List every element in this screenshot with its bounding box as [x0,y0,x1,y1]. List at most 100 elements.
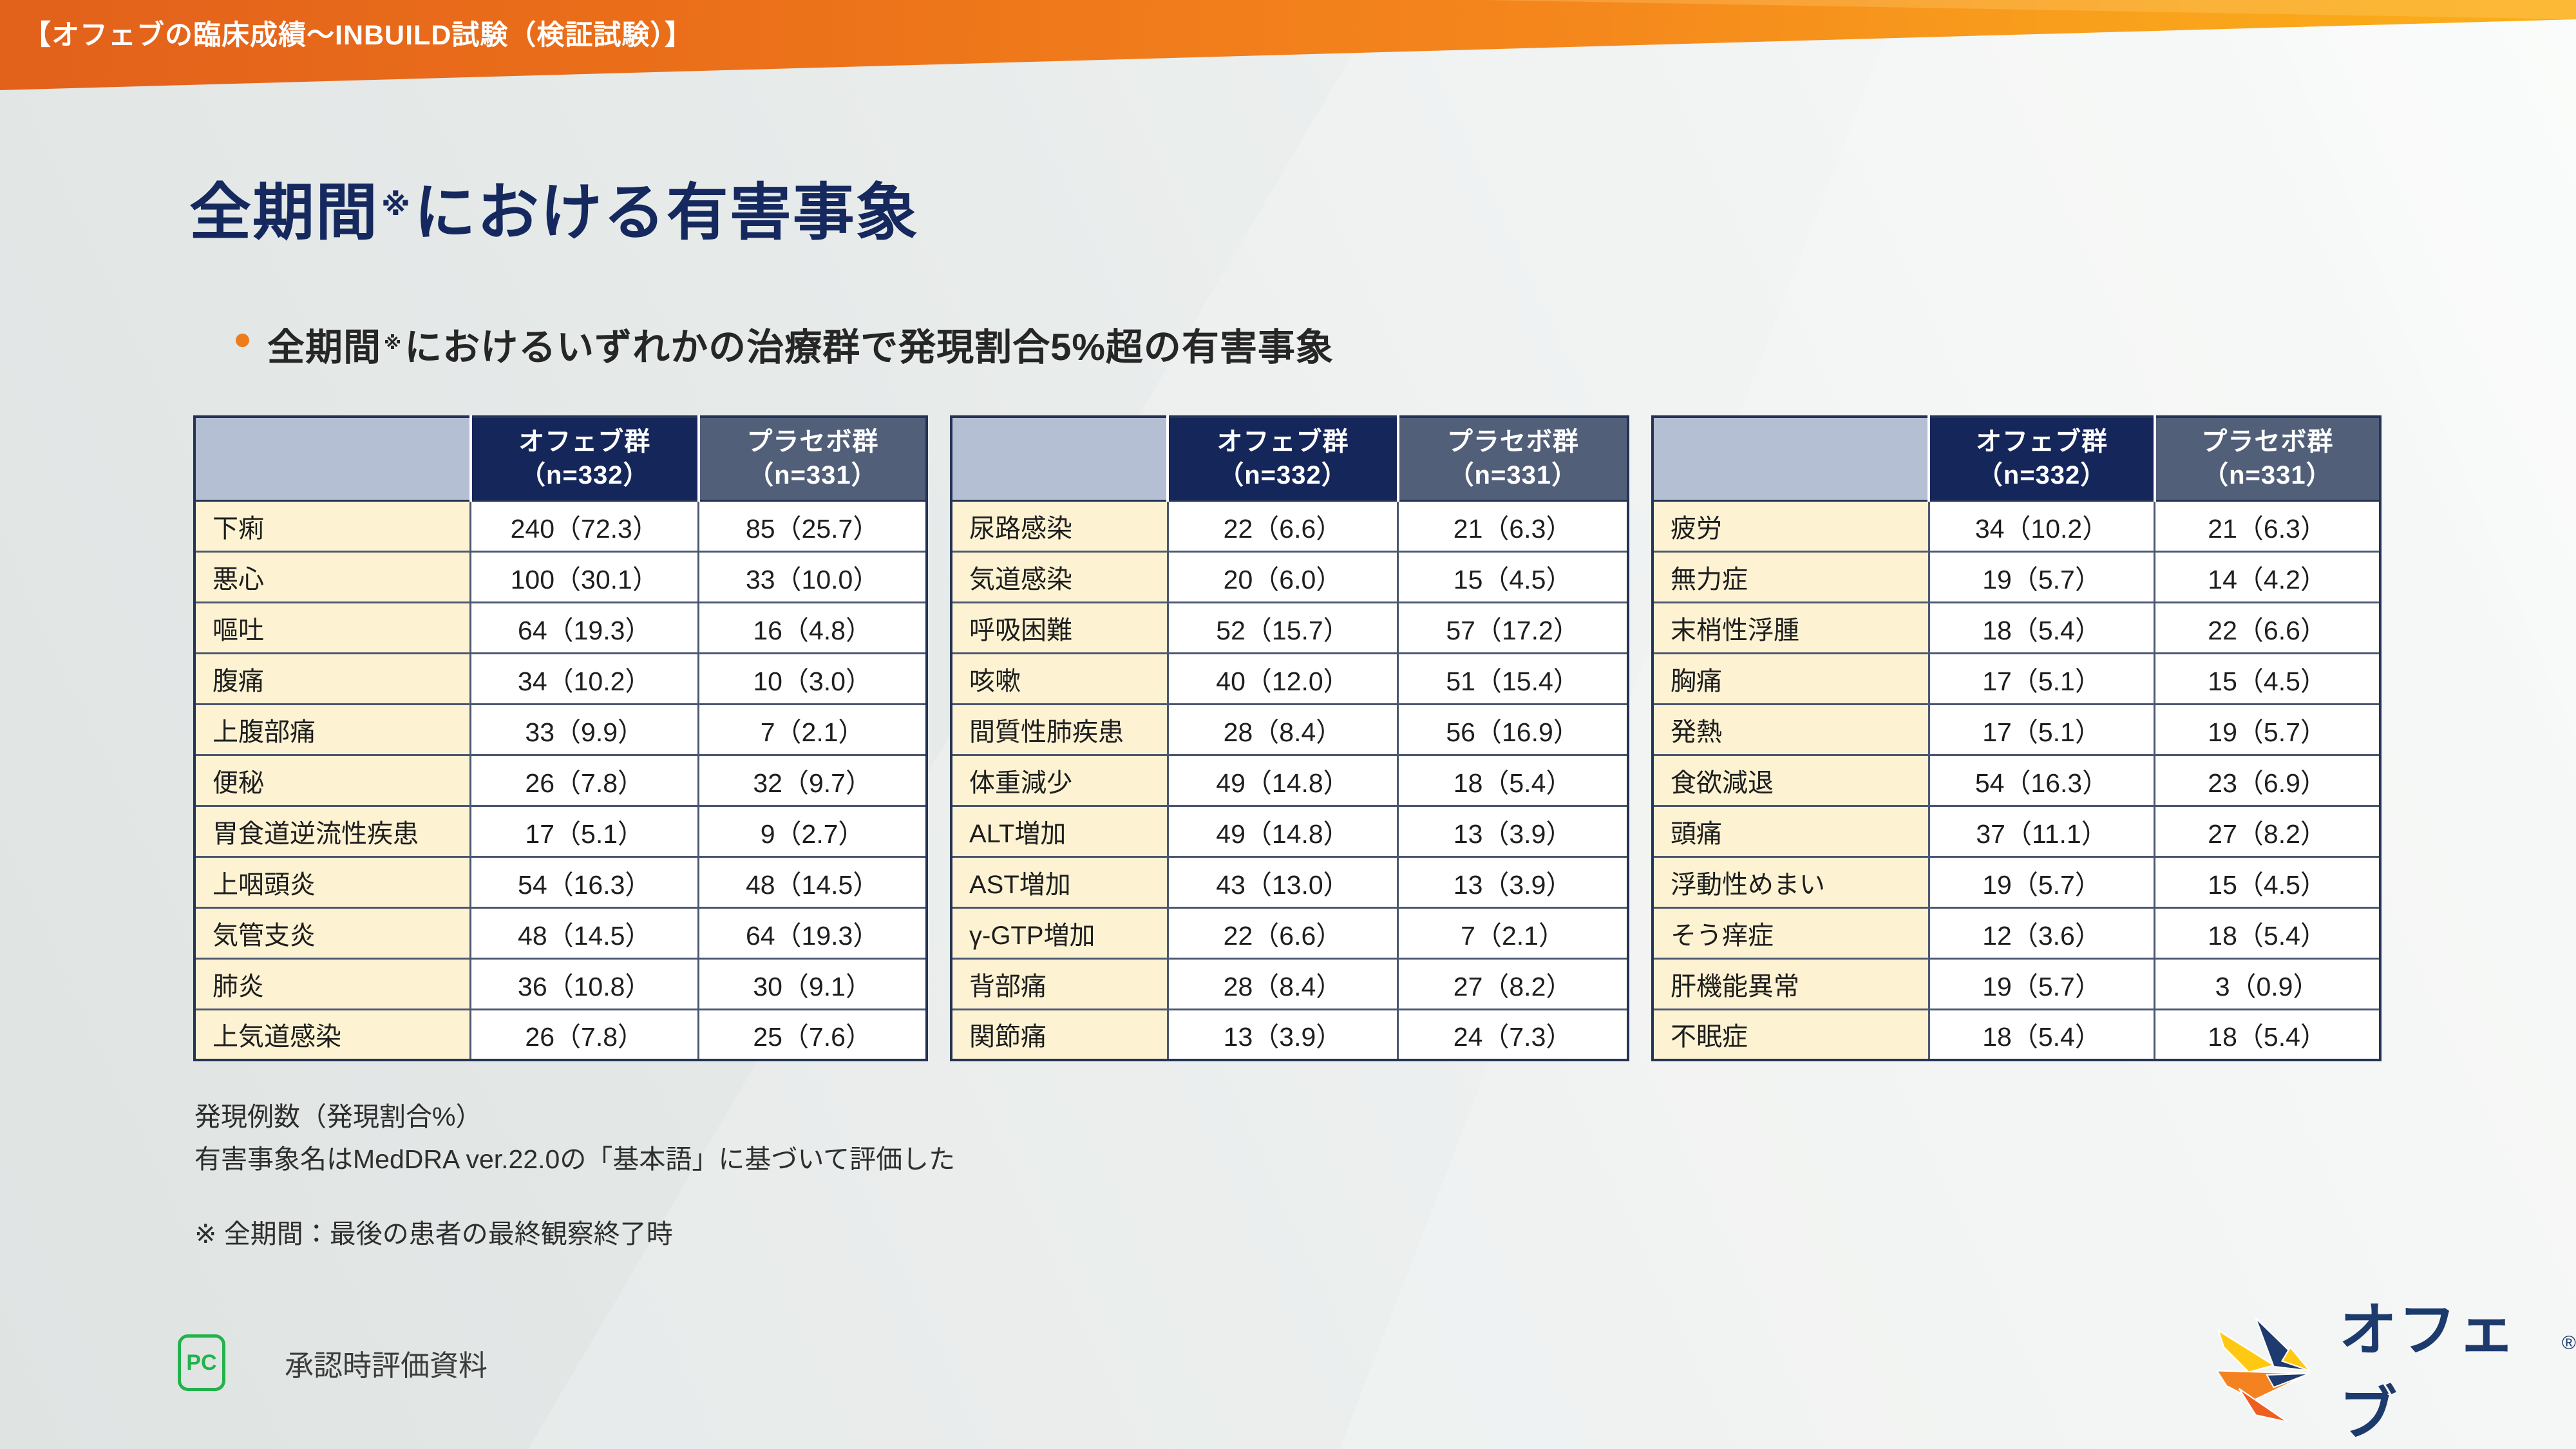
adverse-event-label: 上腹部痛 [193,703,472,756]
table-row: 下痢 240（72.3） 85（25.7） [193,499,928,553]
ofev-value: 49（14.8） [1166,753,1399,807]
table-row: 浮動性めまい 19（5.7） 15（4.5） [1651,855,2382,909]
table-row: 気道感染 20（6.0） 15（4.5） [950,550,1629,603]
placebo-value: 3（0.9） [2154,957,2382,1010]
ofev-value: 100（30.1） [469,550,700,603]
placebo-value: 18（5.4） [2154,906,2382,960]
adverse-event-label: 気管支炎 [193,906,472,960]
ofev-value: 17（5.1） [1927,652,2156,705]
ofev-value: 18（5.4） [1927,601,2156,654]
table-row: 胸痛 17（5.1） 15（4.5） [1651,652,2382,705]
table-row: 頭痛 37（11.1） 27（8.2） [1651,804,2382,858]
table-row: 末梢性浮腫 18（5.4） 22（6.6） [1651,601,2382,654]
adverse-event-label: 腹痛 [193,652,472,705]
ofev-logo-icon [2215,1317,2312,1422]
adverse-event-label: 頭痛 [1651,804,1930,858]
ofev-value: 19（5.7） [1927,957,2156,1010]
bullet-icon [236,334,249,347]
table-row: 不眠症 18（5.4） 18（5.4） [1651,1008,2382,1061]
adverse-event-label: 肺炎 [193,957,472,1010]
header-ofev-label: オフェブ群 [1976,428,2108,457]
bullet-line: 全期間 ※におけるいずれかの治療群で発現割合5%超の有害事象 [236,317,1334,371]
adverse-event-label: AST増加 [950,855,1169,909]
ofev-value: 19（5.7） [1927,550,2156,603]
adverse-event-label: 無力症 [1651,550,1930,603]
adverse-event-label: 尿路感染 [950,499,1169,553]
placebo-value: 23（6.9） [2154,753,2382,807]
placebo-value: 27（8.2） [1397,957,1629,1010]
ofev-value: 34（10.2） [469,652,700,705]
placebo-value: 64（19.3） [697,906,928,960]
header-ofev-group: オフェブ群 （n=332） [1166,417,1399,502]
table-row: 腹痛 34（10.2） 10（3.0） [193,652,928,705]
placebo-value: 24（7.3） [1397,1008,1629,1061]
header-placebo-group: プラセボ群 （n=331） [1396,417,1628,502]
adverse-event-label: 胸痛 [1651,652,1930,705]
header-ofev-group: オフェブ群 （n=332） [469,417,700,502]
ofev-value: 48（14.5） [469,906,700,960]
adverse-events-table-1: オフェブ群 （n=332） プラセボ群 （n=331） 下痢 240（72.3） 85（… [193,415,928,1061]
adverse-event-label: 食欲減退 [1651,753,1930,807]
adverse-events-table-3: オフェブ群 （n=332） プラセボ群 （n=331） 疲労 34（10.2） 21（6… [1651,415,2382,1061]
table-row: 気管支炎 48（14.5） 64（19.3） [193,906,928,960]
ofev-value: 26（7.8） [469,753,700,807]
placebo-value: 14（4.2） [2154,550,2382,603]
header-ofev-group: オフェブ群 （n=332） [1927,417,2156,502]
placebo-value: 15（4.5） [2154,855,2382,909]
table-row: 体重減少 49（14.8） 18（5.4） [950,753,1629,807]
placebo-value: 56（16.9） [1397,703,1629,756]
adverse-event-label: 不眠症 [1651,1008,1930,1061]
table-row: AST増加 43（13.0） 13（3.9） [950,855,1629,909]
adverse-event-label: 上咽頭炎 [193,855,472,909]
page-title-text: における有害事象 [413,178,919,247]
placebo-value: 21（6.3） [2154,499,2382,553]
placebo-value: 21（6.3） [1397,499,1629,553]
placebo-value: 48（14.5） [697,855,928,909]
adverse-event-label: 便秘 [193,753,472,807]
ofev-value: 49（14.8） [1166,804,1399,858]
header-placebo-label: プラセボ群 [2201,428,2334,457]
header-blank-cell [951,417,1170,502]
placebo-value: 33（10.0） [697,550,928,603]
placebo-value: 7（2.1） [1397,906,1629,960]
table-row: 胃食道逆流性疾患 17（5.1） 9（2.7） [193,804,928,858]
table-row: 発熱 17（5.1） 19（5.7） [1651,703,2382,756]
ofev-value: 40（12.0） [1166,652,1399,705]
ofev-value: 18（5.4） [1927,1008,2156,1061]
table-row: 肝機能異常 19（5.7） 3（0.9） [1651,957,2382,1010]
bullet-text-post: におけるいずれかの治療群で発現割合5%超の有害事象 [404,327,1334,368]
ofev-value: 54（16.3） [1927,753,2156,807]
table-row: 尿路感染 22（6.6） 21（6.3） [950,499,1629,553]
adverse-event-label: 末梢性浮腫 [1651,601,1930,654]
header-ofev-label: オフェブ群 [1217,428,1349,457]
pc-mark-letters: PC [186,1350,217,1375]
adverse-event-label: ALT増加 [950,804,1169,858]
placebo-value: 15（4.5） [2154,652,2382,705]
placebo-value: 16（4.8） [697,601,928,654]
adverse-event-label: 発熱 [1651,703,1930,756]
adverse-event-label: 間質性肺疾患 [950,703,1169,756]
adverse-event-label: 咳嗽 [950,652,1169,705]
adverse-event-label: 悪心 [193,550,472,603]
placebo-value: 7（2.1） [697,703,928,756]
adverse-event-label: γ-GTP増加 [950,906,1169,960]
header-placebo-label: プラセボ群 [746,428,879,457]
table-row: γ-GTP増加 22（6.6） 7（2.1） [950,906,1629,960]
header-ofev-n: （n=332） [1218,461,1348,490]
table-row: 無力症 19（5.7） 14（4.2） [1651,550,2382,603]
table-row: 背部痛 28（8.4） 27（8.2） [950,957,1629,1010]
table-row: そう痒症 12（3.6） 18（5.4） [1651,906,2382,960]
table-row: 上咽頭炎 54（16.3） 48（14.5） [193,855,928,909]
header-placebo-n: （n=331） [2202,461,2333,490]
table-header-row: オフェブ群 （n=332） プラセボ群 （n=331） [951,417,1628,502]
adverse-event-label: 疲労 [1651,499,1930,553]
adverse-events-table-2: オフェブ群 （n=332） プラセボ群 （n=331） 尿路感染 22（6.6） 21（… [950,415,1629,1061]
placebo-value: 18（5.4） [2154,1008,2382,1061]
table-header-row: オフェブ群 （n=332） プラセボ群 （n=331） [194,417,927,502]
ofev-value: 19（5.7） [1927,855,2156,909]
table-row: 咳嗽 40（12.0） 51（15.4） [950,652,1629,705]
ofev-value: 43（13.0） [1166,855,1399,909]
ofev-value: 240（72.3） [469,499,700,553]
header-placebo-n: （n=331） [1448,461,1578,490]
